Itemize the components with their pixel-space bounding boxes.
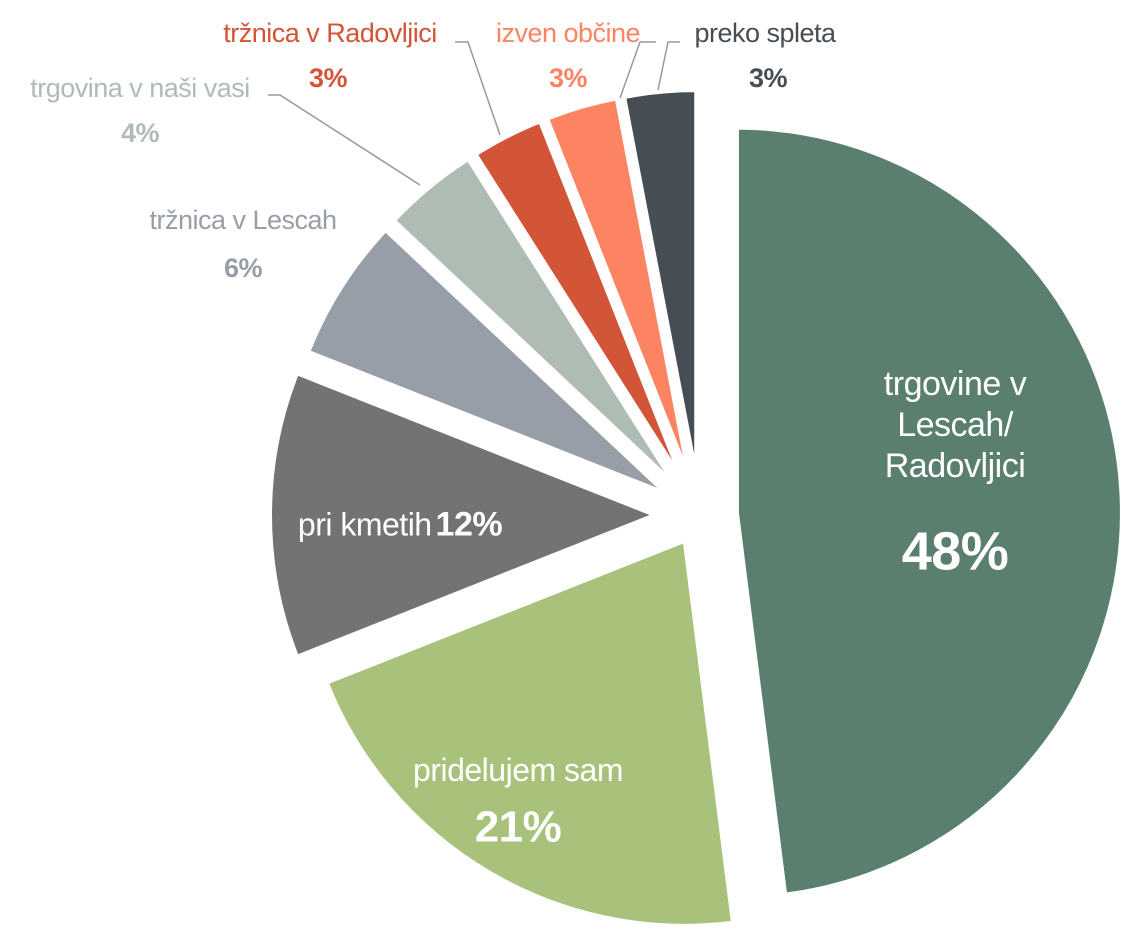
slice-name: trgovine v Lescah/ Radovljici — [883, 364, 1027, 485]
pie-slice — [544, 96, 691, 478]
leader-line — [657, 41, 680, 91]
slice-value: 21% — [474, 802, 562, 852]
slice-value: 3% — [308, 62, 348, 93]
leader-line — [455, 41, 501, 136]
slice-value: 6% — [223, 252, 263, 283]
pie-slice — [391, 156, 677, 486]
slice-name: pri kmetih — [297, 506, 432, 543]
slice-value: 48% — [901, 521, 1009, 582]
slice-name: tržnica v Lescah — [149, 204, 337, 235]
slice-value: 4% — [120, 117, 160, 148]
slice-label: pri kmetih 12% — [297, 505, 503, 546]
slice-name: pridelujem sam — [413, 751, 623, 788]
slice-name: preko spleta — [694, 17, 836, 48]
slice-value: 12% — [435, 505, 503, 544]
pie-slice — [472, 118, 684, 481]
slice-name: izven občine — [495, 17, 641, 48]
slice-name: trgovina v naši vasi — [30, 72, 250, 103]
pie-slice — [621, 88, 699, 476]
pie-slice — [305, 227, 668, 496]
slice-value: 3% — [548, 62, 588, 93]
pie-slice — [268, 370, 661, 660]
leader-line — [268, 94, 421, 186]
slice-value: 3% — [748, 62, 788, 93]
slice-name: tržnica v Radovljici — [223, 17, 437, 48]
leader-line — [619, 41, 656, 99]
pie-slice — [734, 125, 1122, 897]
pie-slice — [324, 538, 736, 928]
